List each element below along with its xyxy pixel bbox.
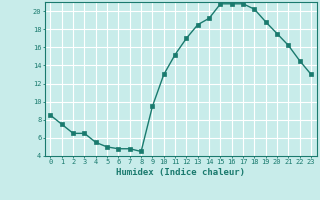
X-axis label: Humidex (Indice chaleur): Humidex (Indice chaleur) [116,168,245,177]
